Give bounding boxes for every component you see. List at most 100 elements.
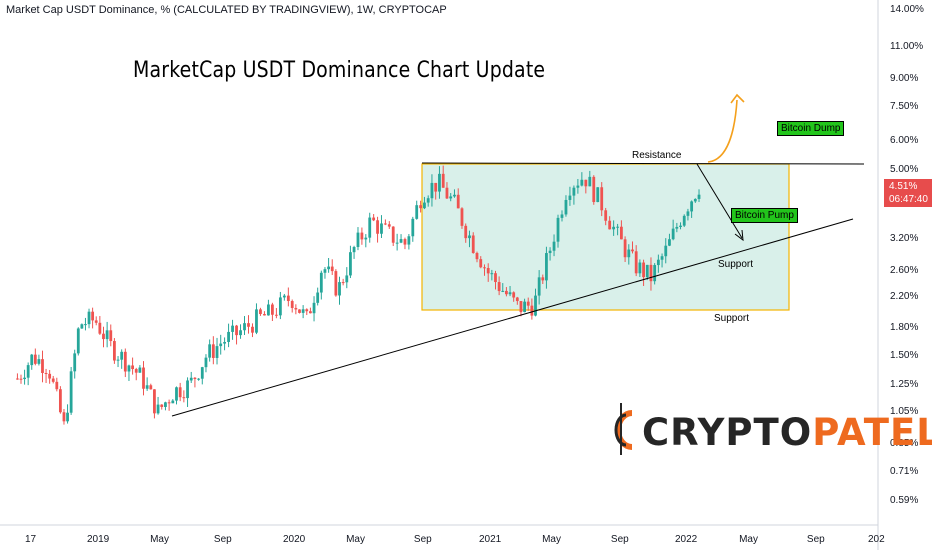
candle-body — [526, 301, 530, 306]
candle-body — [560, 214, 564, 218]
candle-body — [434, 182, 438, 192]
candle-body — [631, 249, 634, 252]
candle-body — [156, 404, 160, 414]
candle-body — [453, 194, 456, 197]
candle-body — [142, 367, 145, 389]
candle-body — [105, 330, 109, 340]
candle-body — [619, 226, 623, 240]
y-tick-label: 1.05% — [890, 405, 919, 417]
candle-body — [399, 239, 403, 243]
bitcoin-pump-arrow — [696, 163, 743, 239]
candle-body — [671, 228, 675, 240]
candle-body — [505, 290, 508, 295]
candle-body — [580, 179, 584, 186]
candle-body — [341, 282, 345, 284]
candle-body — [456, 194, 460, 209]
candle-body — [645, 264, 649, 278]
candle-body — [356, 232, 360, 248]
candle-body — [116, 359, 120, 361]
candle-body — [675, 226, 679, 229]
candle-body — [534, 295, 537, 316]
candle-body — [693, 198, 697, 202]
x-tick-label: 2020 — [283, 534, 306, 545]
candle-body — [545, 253, 548, 281]
candle-body — [656, 259, 660, 266]
candle-body — [660, 256, 664, 260]
candle-body — [58, 389, 62, 413]
logo-text-patel: PATEL — [812, 411, 932, 454]
candle-body — [301, 309, 305, 313]
candle-body — [186, 380, 189, 399]
candle-body — [171, 400, 175, 404]
candle-body — [312, 302, 316, 314]
candle-body — [395, 242, 399, 244]
candle-body — [223, 341, 226, 344]
candle-body — [486, 267, 490, 274]
candle-body — [243, 323, 246, 331]
candle-body — [19, 378, 23, 380]
x-tick-label: 2021 — [479, 534, 502, 545]
candle-body — [411, 218, 415, 237]
candle-body — [247, 323, 250, 327]
candle-body — [494, 273, 497, 283]
x-tick-label: Sep — [213, 534, 232, 545]
candle-body — [319, 272, 323, 293]
y-tick-label: 0.59% — [890, 495, 919, 506]
candle-body — [178, 387, 182, 398]
candle-body — [600, 187, 604, 211]
candle-body — [415, 205, 419, 219]
bitcoin-dump-arrowhead — [730, 93, 745, 104]
candle-body — [548, 250, 552, 254]
candle-body — [501, 290, 505, 292]
candle-body — [164, 402, 167, 407]
bar-countdown: 06:47:40 — [889, 194, 928, 205]
candle-body — [623, 239, 627, 258]
y-tick-label: 5.00% — [890, 163, 919, 175]
candle-body — [383, 223, 387, 225]
candle-body — [113, 341, 116, 361]
candle-body — [475, 252, 479, 260]
candle-body — [259, 309, 262, 315]
candle-body — [360, 232, 364, 240]
candle-body — [576, 185, 580, 188]
candle-body — [16, 378, 19, 380]
candle-body — [305, 309, 309, 312]
candle-body — [479, 259, 483, 268]
candle-body — [541, 277, 545, 281]
candle-body — [167, 402, 171, 404]
candle-body — [642, 262, 645, 278]
candle-body — [309, 311, 312, 314]
chart-annotation-title: MarketCap USDT Dominance Chart Update — [133, 58, 546, 83]
candle-body — [286, 295, 290, 302]
candle-body — [55, 381, 59, 390]
support-trendline — [171, 218, 854, 417]
candle-body — [316, 292, 320, 303]
candle-body — [251, 326, 254, 333]
candle-body — [364, 237, 368, 240]
candle-body — [51, 378, 55, 382]
candle-body — [215, 346, 219, 358]
candle-body — [69, 371, 73, 413]
candle-body — [200, 367, 204, 379]
y-tick-label: 2.20% — [890, 290, 919, 302]
candle-body — [26, 365, 30, 378]
candle-body — [682, 215, 686, 226]
candle-body — [523, 301, 526, 313]
y-tick-label: 6.00% — [890, 135, 919, 147]
candle-body — [62, 412, 66, 422]
y-tick-label: 2.60% — [890, 265, 919, 277]
y-tick-label: 3.20% — [890, 232, 919, 244]
candle-body — [368, 217, 372, 238]
candle-body — [149, 385, 153, 390]
candle-body — [255, 309, 258, 333]
candle-body — [634, 251, 638, 274]
x-tick-label: May — [542, 534, 561, 545]
candle-body — [588, 176, 592, 187]
candle-body — [145, 385, 149, 389]
candle-body — [131, 365, 134, 370]
candle-body — [537, 277, 541, 296]
candle-body — [352, 247, 356, 253]
candle-body — [175, 387, 178, 401]
candle-body — [334, 271, 338, 296]
